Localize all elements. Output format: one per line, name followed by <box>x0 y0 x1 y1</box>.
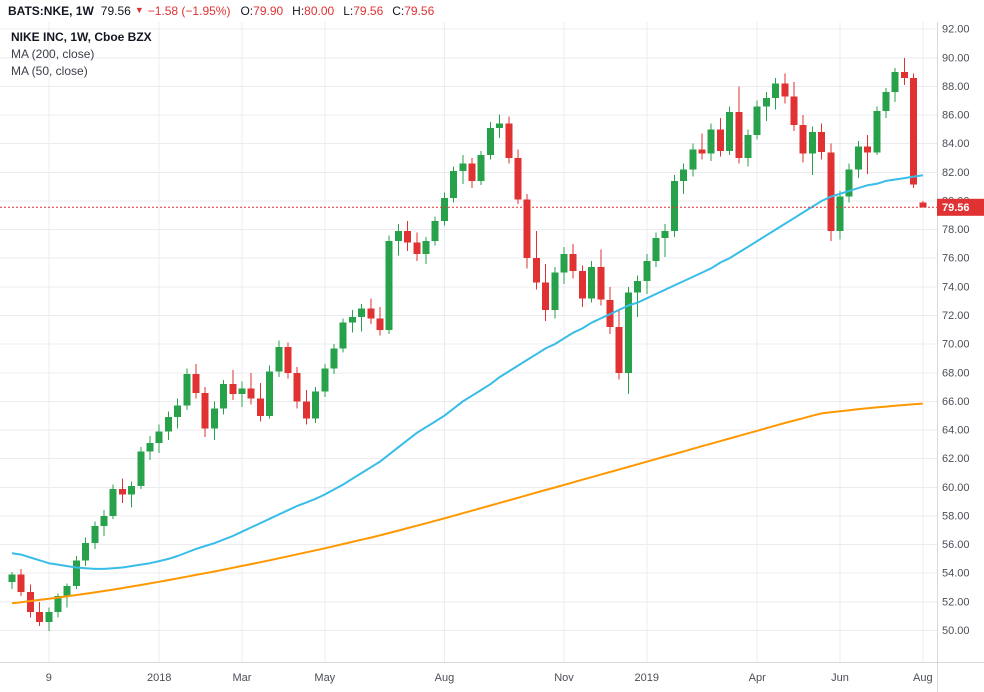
svg-text:72.00: 72.00 <box>942 310 970 322</box>
svg-text:54.00: 54.00 <box>942 568 970 580</box>
svg-text:74.00: 74.00 <box>942 281 970 293</box>
symbol-title[interactable]: BATS:NKE, 1W <box>8 4 94 18</box>
svg-text:90.00: 90.00 <box>942 52 970 64</box>
ma-50-line[interactable] <box>11 174 923 570</box>
svg-text:78.00: 78.00 <box>942 224 970 236</box>
low-readout: L:79.56 <box>343 4 384 18</box>
price-axis[interactable]: 92.0090.0088.0086.0084.0082.0080.0078.00… <box>937 24 984 637</box>
svg-text:84.00: 84.00 <box>942 138 970 150</box>
svg-text:66.00: 66.00 <box>942 396 970 408</box>
svg-text:Jun: Jun <box>831 672 849 684</box>
svg-text:92.00: 92.00 <box>942 24 970 36</box>
svg-text:Nov: Nov <box>554 672 574 684</box>
svg-text:62.00: 62.00 <box>942 453 970 465</box>
svg-text:86.00: 86.00 <box>942 110 970 122</box>
svg-text:Apr: Apr <box>749 672 766 684</box>
svg-text:58.00: 58.00 <box>942 511 970 523</box>
svg-text:Aug: Aug <box>913 672 933 684</box>
svg-text:52.00: 52.00 <box>942 596 970 608</box>
ma-200-line[interactable] <box>11 402 923 605</box>
svg-text:76.00: 76.00 <box>942 253 970 265</box>
svg-text:70.00: 70.00 <box>942 339 970 351</box>
chart-canvas[interactable]: 92.0090.0088.0086.0084.0082.0080.0078.00… <box>0 22 984 692</box>
close-readout: C:79.56 <box>392 4 435 18</box>
svg-text:2019: 2019 <box>635 672 659 684</box>
symbol-info-bar: BATS:NKE, 1W 79.56 ▼ −1.58 (−1.95%) O:79… <box>0 0 984 22</box>
ohlc-readout: O:79.90 H:80.00 L:79.56 C:79.56 <box>240 4 434 18</box>
svg-text:68.00: 68.00 <box>942 367 970 379</box>
svg-text:64.00: 64.00 <box>942 425 970 437</box>
svg-text:60.00: 60.00 <box>942 482 970 494</box>
svg-text:50.00: 50.00 <box>942 625 970 637</box>
grid <box>0 22 937 662</box>
axis-borders <box>0 22 984 692</box>
svg-text:2018: 2018 <box>147 672 171 684</box>
svg-text:Mar: Mar <box>233 672 252 684</box>
down-triangle-icon: ▼ <box>134 5 144 15</box>
svg-text:79.56: 79.56 <box>942 202 970 214</box>
price-change: −1.58 (−1.95%) <box>147 4 231 18</box>
svg-text:Aug: Aug <box>435 672 455 684</box>
last-price-label: 79.56 <box>937 198 984 216</box>
chart-panel[interactable]: 92.0090.0088.0086.0084.0082.0080.0078.00… <box>0 22 984 692</box>
high-readout: H:80.00 <box>292 4 335 18</box>
svg-text:May: May <box>314 672 335 684</box>
candles-series[interactable] <box>8 57 927 632</box>
last-price-value: 79.56 <box>100 4 131 18</box>
svg-text:88.00: 88.00 <box>942 81 970 93</box>
open-readout: O:79.90 <box>240 4 284 18</box>
svg-text:56.00: 56.00 <box>942 539 970 551</box>
svg-text:82.00: 82.00 <box>942 167 970 179</box>
time-axis[interactable]: 9 2018 Mar May Aug Nov 2019 Apr Jun Aug <box>46 672 933 684</box>
svg-text:9: 9 <box>46 672 52 684</box>
